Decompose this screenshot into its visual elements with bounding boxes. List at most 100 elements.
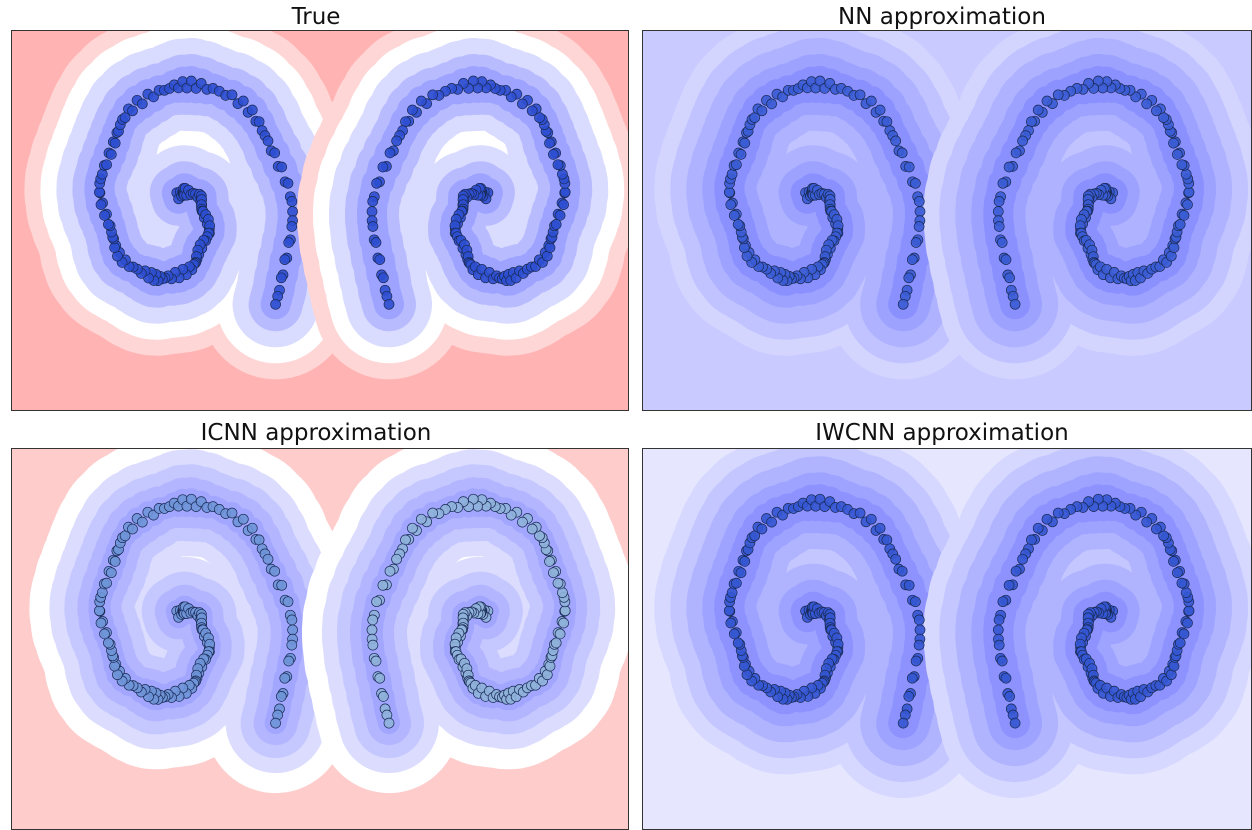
data-point [544, 137, 555, 149]
data-point [367, 639, 379, 651]
data-point [269, 565, 281, 577]
data-point [270, 717, 281, 729]
data-point [1182, 199, 1193, 210]
data-point [1183, 605, 1195, 617]
data-point [996, 655, 1008, 667]
data-point [735, 149, 747, 160]
data-point [728, 210, 740, 221]
data-point [1180, 587, 1192, 598]
data-point [127, 105, 138, 117]
data-point [407, 522, 418, 534]
data-point [913, 196, 925, 207]
data-point [415, 95, 427, 107]
data-point [996, 237, 1008, 248]
data-point [558, 199, 569, 210]
data-point [99, 628, 110, 640]
data-point [766, 98, 777, 110]
data-point [275, 272, 287, 284]
data-point [910, 177, 921, 189]
data-point [1026, 116, 1037, 128]
data-point [95, 617, 107, 629]
data-point [544, 242, 556, 253]
data-point [367, 221, 379, 232]
data-point [1174, 219, 1186, 230]
data-point [1004, 272, 1015, 284]
data-point [226, 507, 238, 519]
data-point [270, 298, 281, 310]
data-point [526, 523, 538, 535]
data-point [1017, 553, 1028, 565]
data-point [136, 98, 148, 110]
data-point [127, 523, 138, 535]
data-point [1178, 210, 1190, 221]
data-point [286, 196, 298, 207]
chart-title: NN approximation [838, 4, 1046, 30]
data-point [109, 556, 121, 567]
data-point [279, 254, 291, 265]
data-point [548, 149, 559, 160]
data-point [262, 553, 274, 565]
data-point [726, 168, 738, 180]
data-point [548, 567, 559, 579]
data-point [279, 672, 291, 684]
data-point [993, 639, 1005, 651]
data-point [1052, 89, 1064, 101]
data-point [276, 161, 288, 173]
data-point [377, 579, 389, 591]
data-point [993, 221, 1005, 232]
data-point [136, 516, 148, 528]
contour-plot-icnn [12, 449, 628, 829]
data-point [558, 617, 569, 629]
data-point [903, 161, 915, 173]
data-point [726, 587, 738, 598]
data-point [226, 89, 238, 101]
data-point [400, 534, 411, 546]
data-point [286, 221, 298, 232]
data-point [269, 147, 281, 159]
data-point [559, 605, 571, 617]
data-point [997, 177, 1009, 189]
data-point [378, 691, 389, 702]
data-point [1176, 159, 1188, 171]
data-point [1180, 168, 1192, 180]
data-point [1151, 523, 1162, 535]
data-point [865, 95, 877, 107]
data-point [253, 534, 265, 546]
data-point [262, 135, 274, 147]
data-point [890, 553, 902, 565]
data-point [1041, 95, 1053, 107]
data-point [738, 242, 750, 253]
plot-area [642, 448, 1252, 830]
data-point [96, 587, 108, 598]
data-point [896, 565, 908, 577]
data-point [1141, 98, 1153, 110]
data-point [282, 177, 294, 189]
data-point [992, 624, 1004, 636]
data-point [896, 147, 908, 159]
data-point [913, 614, 925, 626]
data-point [366, 206, 378, 217]
data-point [910, 237, 922, 248]
data-point [881, 116, 893, 128]
data-point [101, 159, 112, 171]
data-point [526, 105, 538, 117]
data-point [371, 177, 382, 189]
data-point [544, 556, 555, 567]
data-point [910, 596, 921, 608]
data-point [725, 617, 737, 629]
data-point [109, 242, 120, 253]
data-point [914, 624, 926, 636]
data-point [723, 605, 735, 617]
data-point [1172, 149, 1183, 160]
data-point [557, 587, 568, 598]
panel-true: True [0, 0, 632, 412]
data-point [854, 89, 866, 101]
data-point [739, 556, 751, 567]
data-point [95, 199, 107, 210]
data-point [383, 298, 395, 310]
contour-plot-iwcnn [643, 449, 1251, 829]
data-point [283, 237, 295, 248]
data-point [391, 553, 402, 565]
data-point [1168, 137, 1179, 149]
data-point [427, 89, 439, 101]
